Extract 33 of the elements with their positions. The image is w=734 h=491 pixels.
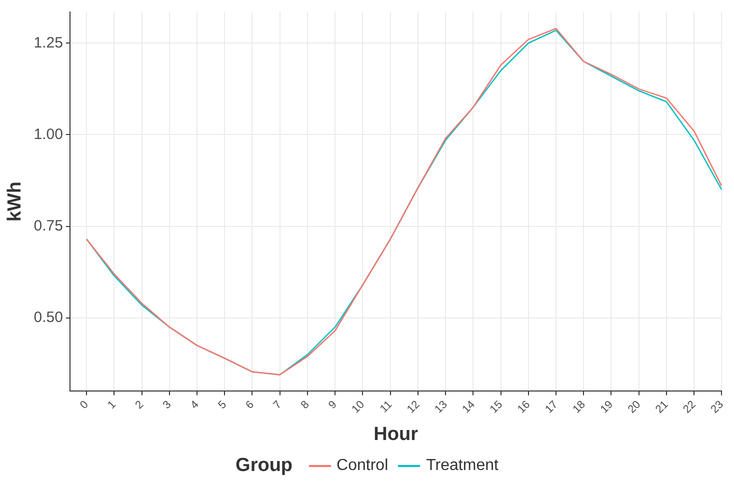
- x-tick-label: 7: [271, 398, 284, 412]
- x-tick-label: 23: [708, 398, 726, 416]
- x-tick-label: 0: [78, 398, 91, 412]
- x-tick-label: 11: [378, 398, 395, 416]
- x-tick-label: 2: [133, 398, 146, 412]
- x-tick-label: 1: [106, 398, 118, 412]
- x-tick-label: 3: [160, 398, 174, 412]
- x-tick-label: 6: [244, 398, 257, 412]
- x-tick-label: 15: [488, 398, 506, 416]
- y-tick-label: 0.50: [34, 309, 63, 326]
- x-tick-label: 22: [681, 398, 698, 416]
- x-tick-label: 20: [626, 398, 644, 416]
- x-tick-label: 13: [432, 398, 450, 416]
- x-tick-label: 10: [350, 398, 367, 416]
- y-tick-label: 0.75: [34, 217, 63, 234]
- x-tick-label: 19: [598, 398, 616, 416]
- x-tick-label: 8: [298, 398, 312, 412]
- y-tick-label: 1.00: [34, 126, 63, 143]
- y-tick-label: 1.25: [34, 34, 63, 52]
- x-tick-label: 5: [216, 398, 229, 412]
- x-tick-label: 12: [405, 398, 422, 416]
- x-tick-label: 16: [515, 398, 533, 416]
- x-tick-label: 4: [188, 398, 202, 412]
- x-tick-label: 9: [326, 398, 340, 412]
- legend-label: Treatment: [425, 457, 498, 475]
- legend-title: Group: [236, 455, 293, 477]
- x-tick-label: 17: [543, 398, 560, 416]
- y-axis-title: kWh: [4, 182, 26, 222]
- x-tick-label: 14: [460, 398, 478, 416]
- x-axis-title: Hour: [374, 424, 419, 445]
- x-tick-label: 21: [654, 398, 671, 416]
- legend-label: Control: [336, 457, 388, 475]
- x-tick-label: 18: [570, 398, 588, 416]
